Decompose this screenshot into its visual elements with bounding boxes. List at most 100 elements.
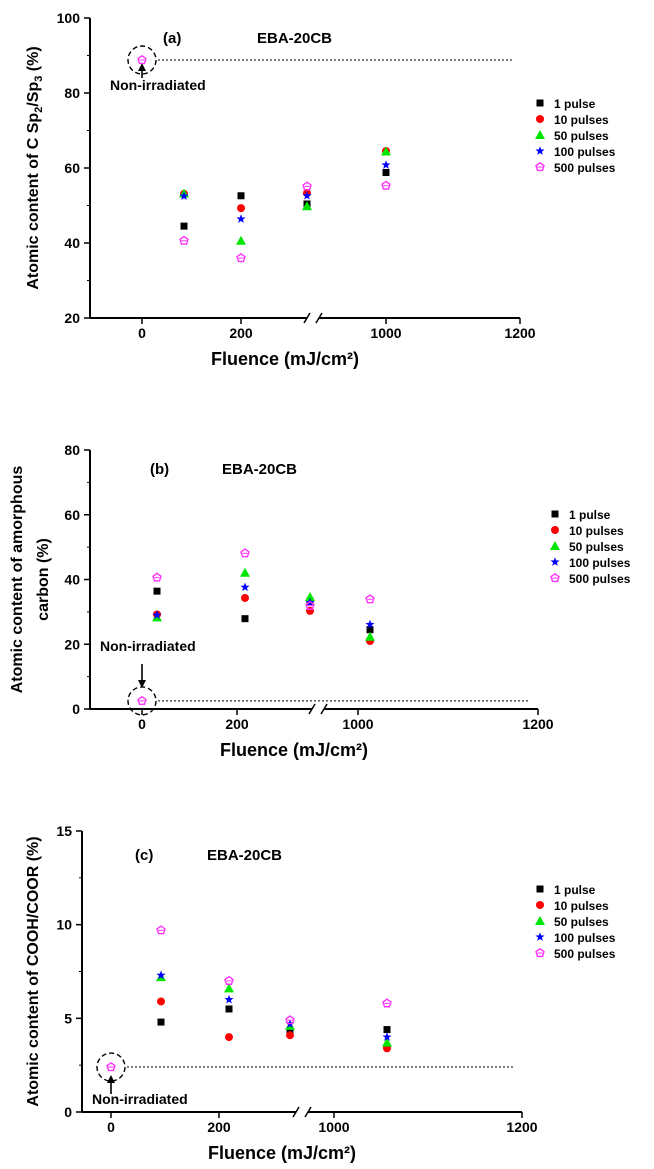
data-point-10-pulses	[286, 1031, 294, 1040]
y-axis-label: Atomic content of COOH/COOR (%)	[25, 836, 42, 1106]
legend-label: 10 pulses	[569, 524, 624, 538]
data-point-1-pulse	[383, 1026, 391, 1034]
data-point-1-pulse	[237, 192, 245, 200]
legend-marker	[551, 526, 559, 534]
legend-marker	[536, 885, 544, 893]
y-tick-label: 10	[56, 917, 72, 933]
data-point-500-pulses	[224, 975, 234, 985]
data-point-50-pulses	[224, 983, 234, 993]
data-point-10-pulses	[237, 204, 245, 213]
chart-title: EBA-20CB	[257, 30, 332, 47]
data-point-10-pulses	[225, 1033, 233, 1042]
data-point-1-pulse	[180, 222, 188, 230]
data-point-1-pulse	[153, 587, 161, 595]
y-tick-label: 0	[72, 701, 80, 717]
legend-marker	[550, 557, 560, 566]
x-tick-label: 1000	[318, 1119, 349, 1135]
data-point-100-pulses	[179, 191, 189, 201]
legend-label: 50 pulses	[569, 540, 624, 554]
data-point-100-pulses	[152, 610, 162, 619]
y-axis-label: Atomic content of amorphous	[9, 466, 26, 694]
panel-label: (b)	[150, 461, 169, 478]
data-point-10-pulses	[241, 593, 249, 602]
legend-label: 10 pulses	[554, 113, 609, 127]
legend-label: 10 pulses	[554, 899, 609, 913]
axes: 0 20 40 60 80 0 200 1000 1200	[64, 442, 553, 732]
data-point-500-pulses	[302, 181, 312, 191]
x-tick-label: 0	[138, 325, 146, 341]
legend-marker	[536, 115, 544, 123]
legend-marker	[535, 130, 545, 139]
data-point-1-pulse	[366, 626, 374, 634]
data-point-500-pulses	[240, 548, 250, 558]
data-point-1-pulse	[382, 169, 390, 176]
legend-label: 100 pulses	[569, 556, 631, 570]
data-point-500-pulses	[365, 594, 375, 604]
data-point-1-pulse	[241, 615, 249, 623]
legend-label: 100 pulses	[554, 931, 616, 945]
legend-marker	[535, 932, 545, 941]
reference-circle	[127, 45, 157, 75]
legend: 1 pulse 10 pulses 50 pulses 100 pulses 500 p…	[535, 97, 616, 175]
y-tick-label: 40	[64, 572, 80, 588]
data-point-500-pulses	[137, 54, 147, 65]
panel-label: (c)	[135, 847, 153, 864]
x-tick-label: 1200	[506, 1119, 537, 1135]
data-point-10-pulses	[157, 997, 165, 1006]
data-point-1-pulse	[225, 1005, 233, 1013]
legend-label: 100 pulses	[554, 145, 616, 159]
y-axis-label: Atomic content of C Sp2/Sp3 (%)	[25, 46, 45, 289]
reference-label: Non-irradiated	[92, 1091, 188, 1107]
legend: 1 pulse 10 pulses 50 pulses 100 pulses 500 p…	[535, 883, 616, 961]
x-tick-label: 200	[225, 716, 249, 732]
reference-arrowhead	[138, 63, 146, 71]
data-points	[106, 925, 392, 1072]
reference-arrowhead	[107, 1075, 115, 1083]
data-point-100-pulses	[381, 160, 391, 169]
axis-break-mark	[303, 312, 311, 324]
legend-marker	[536, 99, 544, 107]
data-point-500-pulses	[156, 925, 166, 935]
data-point-50-pulses	[381, 146, 391, 156]
y-axis-label-part: 3	[33, 76, 45, 82]
y-tick-label: 20	[64, 310, 80, 326]
data-point-50-pulses	[365, 631, 375, 641]
data-point-100-pulses	[365, 619, 375, 629]
y-tick-label: 15	[56, 823, 72, 839]
y-tick-label: 5	[64, 1010, 72, 1026]
legend: 1 pulse 10 pulses 50 pulses 100 pulses 500 p…	[550, 508, 631, 586]
chart-panel-2: 0 20 40 60 80 0 200 1000 1200 Fluence (mJ/cm²) Ato…	[9, 442, 631, 760]
chart-title: EBA-20CB	[207, 847, 282, 864]
data-point-50-pulses	[240, 567, 250, 577]
y-tick-label: 80	[64, 85, 80, 101]
x-tick-label: 0	[138, 716, 146, 732]
legend-marker	[551, 510, 559, 518]
y-tick-label: 0	[64, 1104, 72, 1120]
data-point-100-pulses	[156, 970, 166, 980]
legend-label: 500 pulses	[554, 161, 616, 175]
legend-marker	[550, 572, 560, 583]
data-point-500-pulses	[305, 600, 315, 610]
legend-label: 500 pulses	[554, 947, 616, 961]
axis-break-mark	[315, 312, 323, 324]
legend-label: 1 pulse	[554, 883, 596, 897]
axes: 0 5 10 15 0 200 1000 1200	[56, 823, 537, 1135]
y-tick-label: 80	[64, 442, 80, 458]
data-point-100-pulses	[302, 190, 312, 200]
x-axis-label: Fluence (mJ/cm²)	[208, 1143, 356, 1163]
axis-break-mark	[292, 1106, 300, 1118]
y-tick-label: 20	[64, 636, 80, 652]
data-point-50-pulses	[305, 591, 315, 601]
data-point-100-pulses	[236, 214, 246, 223]
y-axis-label-part: (%)	[25, 46, 42, 75]
x-axis-label: Fluence (mJ/cm²)	[220, 740, 368, 760]
data-points	[137, 548, 375, 705]
y-tick-label: 60	[64, 507, 80, 523]
x-tick-label: 1000	[342, 716, 373, 732]
x-tick-label: 200	[229, 325, 253, 341]
reference-label: Non-irradiated	[100, 638, 196, 654]
legend-marker	[535, 146, 545, 155]
chart-panel-3: 0 5 10 15 0 200 1000 1200 Fluence (mJ/cm²) Atomic…	[25, 823, 616, 1163]
